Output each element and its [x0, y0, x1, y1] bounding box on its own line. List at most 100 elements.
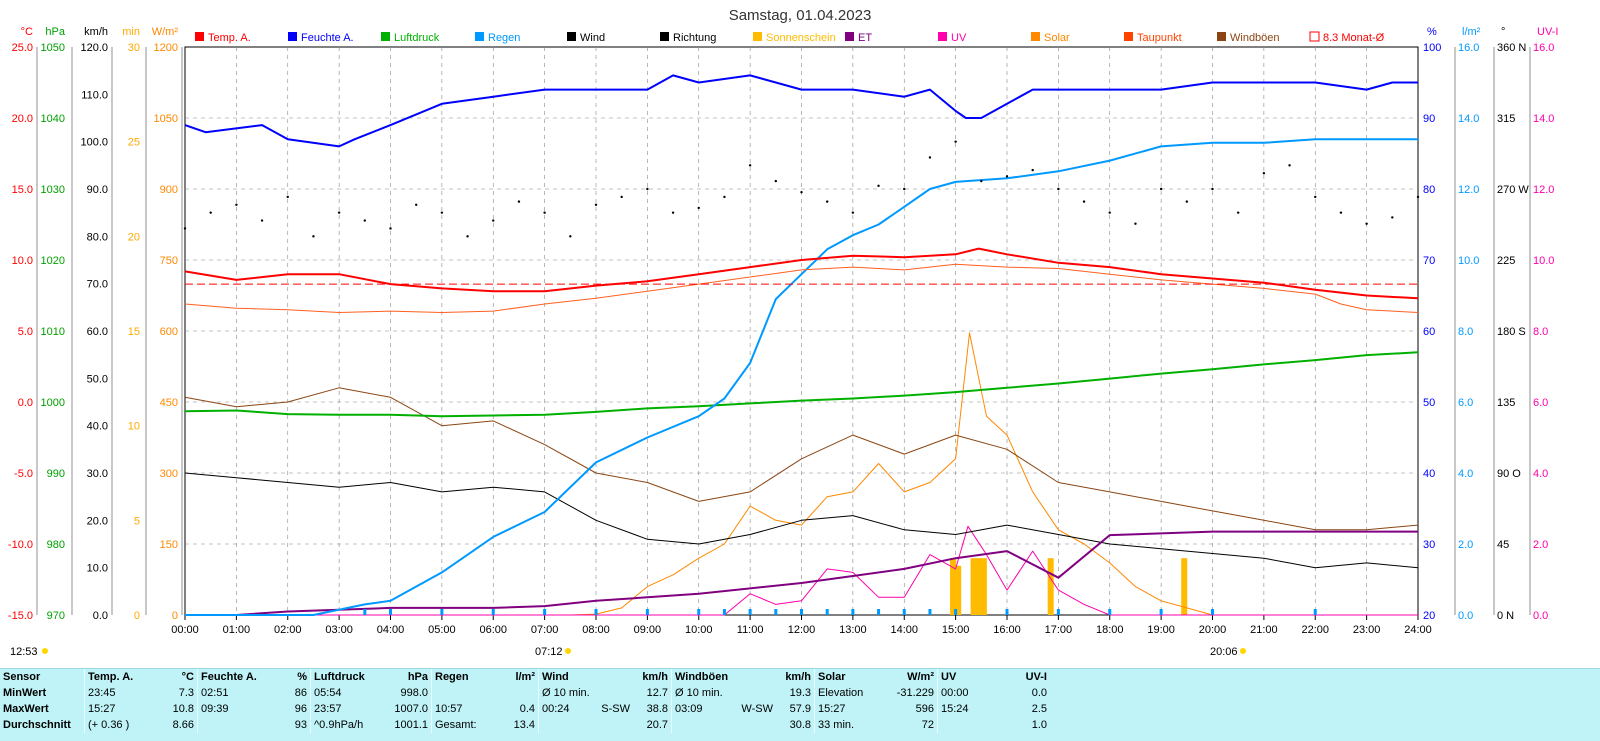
direction-point	[1057, 187, 1060, 191]
direction-point	[748, 164, 752, 167]
right-tick-label: 0 N	[1497, 610, 1514, 622]
left-tick-label: 1040	[41, 113, 65, 125]
right-tick-label: 180 S	[1497, 326, 1526, 338]
direction-point	[312, 235, 315, 238]
right-tick-label: 360 N	[1497, 42, 1526, 54]
hum-value: 96	[294, 703, 307, 715]
rain-event-mark	[851, 609, 855, 615]
wind-value: 38.8	[646, 703, 668, 715]
x-tick-label: 18:00	[1096, 624, 1124, 636]
x-tick-label: 16:00	[993, 624, 1021, 636]
temp-time: 15:27	[84, 701, 151, 717]
hum-unit: %	[297, 671, 307, 683]
left-tick-label: 970	[47, 610, 65, 622]
sunshine-bar	[1047, 558, 1054, 615]
direction-point	[363, 219, 367, 222]
direction-point	[1134, 222, 1137, 225]
left-tick-label: 300	[160, 468, 178, 480]
x-tick-label: 00:00	[171, 624, 199, 636]
left-tick-label: 25	[128, 137, 140, 149]
wind-header: Wind	[538, 669, 595, 685]
gust-unit: km/h	[785, 671, 811, 683]
right-tick-label: 16.0	[1533, 42, 1554, 54]
summary-table: Sensor Temp. A. °C Feuchte A. % Luftdruc…	[0, 668, 1600, 741]
sunshine-bar	[975, 558, 982, 615]
right-axis-unit: UV-I	[1537, 26, 1558, 38]
direction-point	[1416, 195, 1420, 199]
legend-swatch	[288, 32, 297, 41]
right-tick-label: 10.0	[1533, 255, 1554, 267]
summary-row-avg: Durchschnitt (+ 0.36 ) 8.66 93 ^0.9hPa/h…	[0, 717, 1050, 733]
direction-point	[414, 203, 418, 206]
gust-value: 57.9	[789, 703, 811, 715]
rain-event-mark	[774, 609, 778, 615]
temp-value: 7.3	[178, 687, 194, 699]
legend-label: Temp. A.	[208, 32, 251, 44]
direction-point	[543, 211, 546, 214]
right-axes: % 100 90 80 70 60 50 40 30 20 l/m² 16.0 14.0 12.0 10.0…	[1423, 26, 1558, 622]
gust-time: 03:09	[671, 701, 738, 717]
x-tick-label: 05:00	[428, 624, 456, 636]
x-tick-label: 07:00	[531, 624, 559, 636]
right-tick-label: 135	[1497, 397, 1515, 409]
sensor-header: Sensor	[3, 671, 41, 683]
x-tick-label: 22:00	[1301, 624, 1329, 636]
direction-point	[1236, 211, 1240, 214]
rain-event-mark	[928, 609, 932, 615]
direction-point	[440, 211, 444, 214]
left-tick-label: 0	[172, 610, 178, 622]
legend-swatch	[195, 32, 204, 41]
hum-header: Feuchte A.	[197, 669, 264, 685]
left-tick-label: 1000	[41, 397, 65, 409]
press-value: 1007.0	[394, 703, 428, 715]
sunshine-bar	[970, 558, 977, 615]
uv-value: 2.5	[1031, 703, 1047, 715]
row-label: Durchschnitt	[3, 719, 71, 731]
wind-line	[184, 472, 1419, 569]
right-tick-label: 20	[1423, 610, 1435, 622]
left-tick-label: 450	[160, 397, 178, 409]
temp-value: 10.8	[172, 703, 194, 715]
left-tick-label: 80.0	[87, 231, 108, 243]
direction-point	[235, 203, 238, 206]
left-tick-label: 1200	[154, 42, 178, 54]
x-tick-label: 12:00	[788, 624, 816, 636]
gust-value: 30.8	[789, 719, 811, 731]
solar-time: Elevation	[814, 685, 881, 701]
uv-value: 0.0	[1031, 687, 1047, 699]
left-tick-label: 30	[128, 42, 140, 54]
legend-swatch	[1309, 31, 1320, 42]
direction-point	[1211, 187, 1214, 191]
left-tick-label: 0	[134, 610, 140, 622]
x-tick-label: 17:00	[1045, 624, 1073, 636]
solar-unit: W/m²	[907, 671, 934, 683]
hum-time: 09:39	[197, 701, 264, 717]
x-tick-label: 19:00	[1147, 624, 1175, 636]
x-tick-label: 20:00	[1199, 624, 1227, 636]
x-tick-label: 02:00	[274, 624, 302, 636]
legend-label: Sonnenschein	[766, 32, 836, 44]
left-tick-label: 120.0	[80, 42, 108, 54]
direction-point	[1339, 211, 1343, 214]
right-tick-label: 14.0	[1533, 113, 1554, 125]
direction-point	[209, 211, 212, 214]
legend-swatch	[660, 32, 669, 41]
right-tick-label: 70	[1423, 255, 1435, 267]
rain-value: 0.4	[519, 703, 535, 715]
legend-label: Regen	[488, 32, 520, 44]
weather-chart: Samstag, 01.04.2023 Temp. A. Feuchte A. Lu…	[8, 7, 1558, 658]
wind-unit: km/h	[642, 671, 668, 683]
left-axis-unit: °C	[21, 26, 33, 38]
legend-swatch	[567, 32, 576, 41]
rain-event-mark	[800, 609, 803, 615]
direction-point	[517, 200, 521, 203]
left-axis-unit: W/m²	[152, 26, 179, 38]
left-tick-label: 900	[160, 184, 178, 196]
rain-value	[492, 685, 539, 701]
left-tick-label: -5.0	[14, 468, 33, 480]
temp-a-line	[184, 247, 1419, 300]
solar-header: Solar	[814, 669, 881, 685]
left-tick-label: 15	[128, 326, 140, 338]
right-tick-label: 50	[1423, 397, 1435, 409]
direction-point	[954, 140, 957, 143]
